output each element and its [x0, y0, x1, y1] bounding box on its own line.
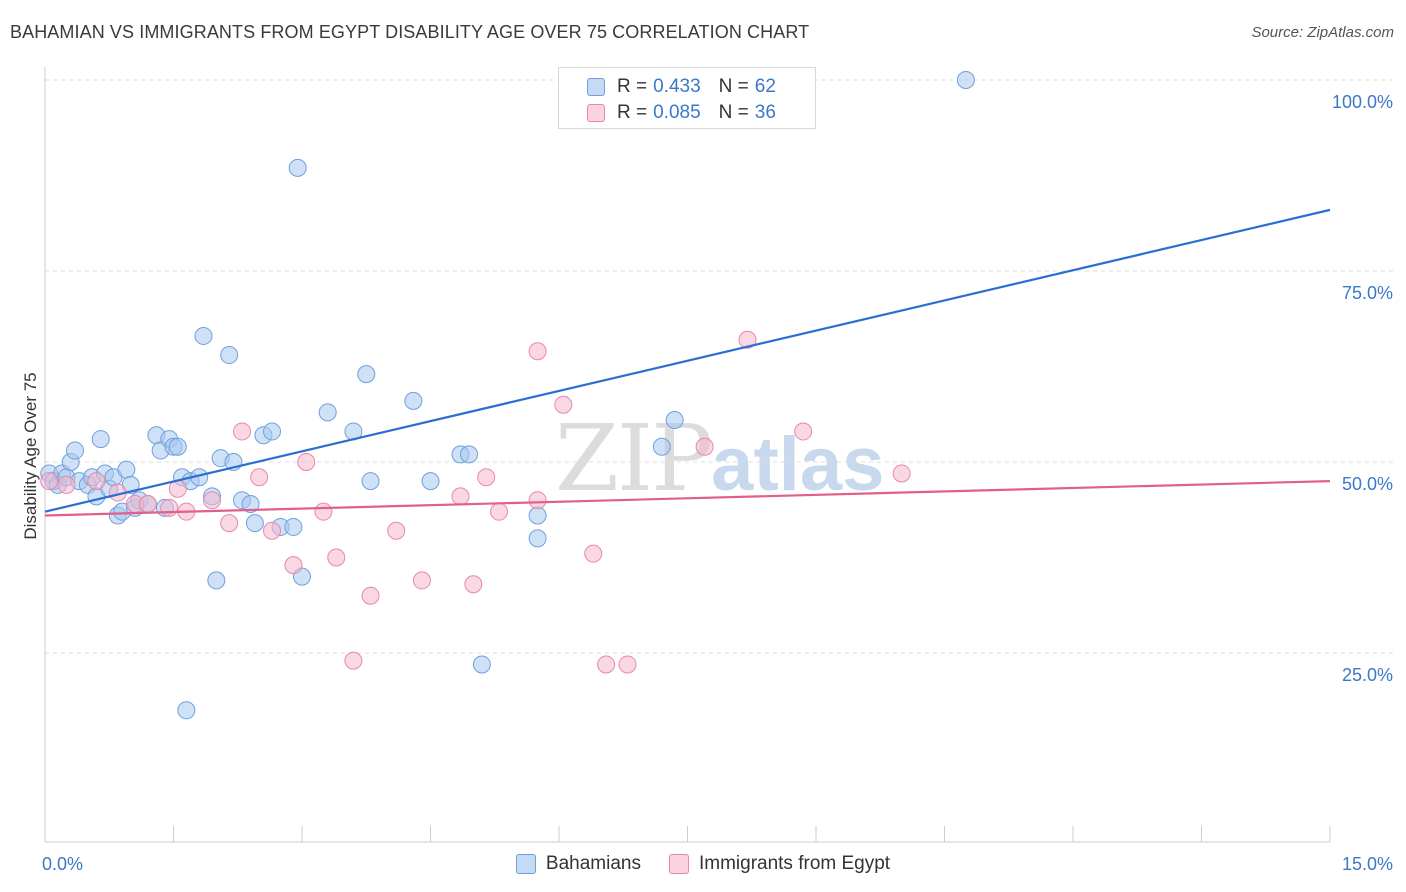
bahamians-point: [207, 571, 226, 590]
n-value: 62: [754, 76, 776, 97]
bahamians-point: [177, 701, 196, 720]
y-tick-label: 100.0%: [1332, 92, 1393, 112]
bahamians-point: [404, 391, 423, 410]
egypt-point: [203, 491, 222, 510]
egypt-point: [695, 437, 714, 456]
n-value: 36: [754, 102, 776, 123]
egypt-point: [892, 464, 911, 483]
bahamians-point: [361, 472, 380, 491]
legend-swatch-egypt: [587, 104, 605, 122]
bahamians-point: [288, 158, 307, 177]
egypt-point: [528, 491, 547, 510]
bahamians-point: [421, 472, 440, 491]
egypt-point: [554, 395, 573, 414]
egypt-point: [361, 586, 380, 605]
chart-title: BAHAMIAN VS IMMIGRANTS FROM EGYPT DISABI…: [10, 22, 810, 42]
correlation-legend: R = 0.433 N = 62 R = 0.085 N = 36: [558, 67, 816, 129]
bahamians-point: [241, 495, 260, 514]
bahamians-point: [284, 517, 303, 536]
egypt-point: [344, 651, 363, 670]
legend-swatch-bahamians: [587, 78, 605, 96]
series-legend: Bahamians Immigrants from Egypt: [0, 851, 1406, 877]
egypt-point: [57, 475, 76, 494]
r-value: 0.433: [653, 76, 701, 97]
egypt-point: [314, 502, 333, 521]
legend-label-bahamians: Bahamians: [545, 853, 641, 874]
egypt-point: [327, 548, 346, 567]
egypt-point: [263, 521, 282, 540]
egypt-point: [297, 453, 316, 471]
egypt-point: [87, 472, 106, 491]
egypt-point: [250, 468, 269, 487]
legend-item-bahamians: Bahamians: [515, 853, 641, 875]
egypt-point: [40, 472, 59, 491]
egypt-point: [477, 468, 496, 487]
bahamians-point: [956, 71, 975, 89]
bahamians-point: [168, 437, 187, 456]
egypt-point: [284, 556, 303, 575]
y-tick-label: 50.0%: [1342, 474, 1393, 494]
egypt-point: [220, 514, 239, 533]
bahamians-point: [357, 365, 376, 384]
bahamians-point: [460, 445, 479, 464]
x-tick-label: 0.0%: [42, 854, 83, 874]
bahamians-point: [528, 529, 547, 548]
egypt-point: [160, 498, 179, 517]
egypt-point: [738, 330, 757, 349]
egypt-point: [464, 575, 483, 594]
legend-swatch-bahamians: [515, 854, 536, 874]
n-label: N =: [718, 102, 749, 123]
bahamians-point: [65, 441, 84, 460]
egypt-trendline: [44, 480, 1331, 517]
x-tick-label: 15.0%: [1342, 854, 1393, 874]
egypt-point: [233, 422, 252, 441]
n-label: N =: [718, 76, 749, 97]
bahamians-point: [117, 460, 136, 479]
bahamians-trendline: [44, 208, 1331, 513]
egypt-point: [528, 342, 547, 361]
y-tick-label: 25.0%: [1342, 665, 1393, 685]
legend-swatch-egypt: [668, 854, 689, 874]
bahamians-point: [220, 346, 239, 365]
egypt-point: [618, 655, 637, 674]
egypt-point: [794, 422, 813, 441]
legend-row-bahamians: R = 0.433 N = 62: [587, 75, 776, 99]
r-label: R =: [617, 76, 648, 97]
bahamians-point: [318, 403, 337, 422]
bahamians-point: [263, 422, 282, 441]
y-axis-label: Disability Age Over 75: [21, 372, 40, 539]
egypt-point: [597, 655, 616, 674]
bahamians-point: [652, 437, 671, 456]
bahamians-point: [91, 430, 110, 449]
watermark: ZIPatlas: [555, 405, 884, 512]
legend-label-egypt: Immigrants from Egypt: [698, 853, 891, 874]
egypt-point: [451, 487, 470, 506]
egypt-point: [490, 502, 509, 521]
legend-row-egypt: R = 0.085 N = 36: [587, 101, 776, 125]
egypt-point: [584, 544, 603, 563]
r-label: R =: [617, 102, 648, 123]
bahamians-point: [528, 506, 547, 525]
source-label: Source: ZipAtlas.com: [1251, 24, 1394, 41]
bahamians-point: [194, 326, 213, 345]
egypt-point: [387, 521, 406, 540]
bahamians-point: [245, 514, 264, 533]
bahamians-point: [665, 410, 684, 429]
egypt-point: [138, 495, 157, 514]
watermark-zip: ZIP: [555, 405, 713, 512]
r-value: 0.085: [653, 102, 701, 123]
legend-item-egypt: Immigrants from Egypt: [668, 853, 891, 875]
egypt-point: [412, 571, 431, 590]
bahamians-point: [472, 655, 491, 674]
y-tick-label: 75.0%: [1342, 283, 1393, 303]
